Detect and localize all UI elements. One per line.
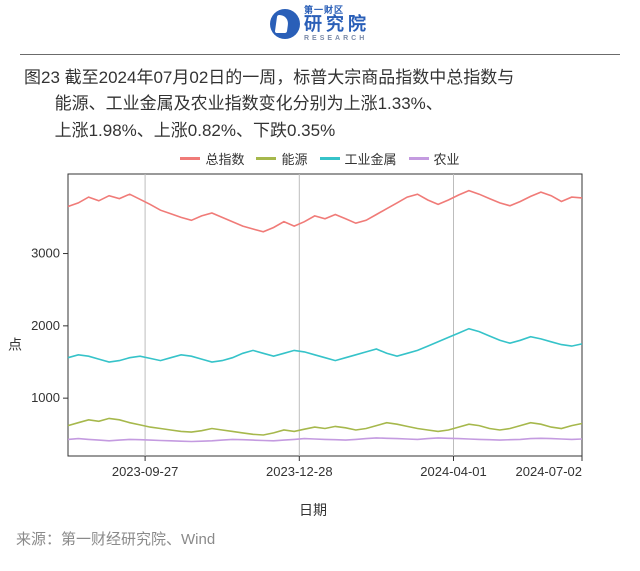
line-chart: 1000 2000 3000 2023-09-27 2023-12-28 2024-04-… [6, 168, 596, 498]
svg-text:1000: 1000 [31, 390, 60, 405]
svg-text:2024-04-01: 2024-04-01 [420, 464, 487, 479]
legend-label: 能源 [281, 149, 307, 168]
legend-swatch [256, 157, 276, 160]
legend-item: 总指数 [180, 149, 244, 168]
svg-text:2000: 2000 [31, 318, 60, 333]
legend-label: 总指数 [205, 149, 244, 168]
chart-container: 点 1000 2000 3000 2023-09-27 2023-12-28 2024-0… [6, 168, 620, 520]
logo-icon [270, 9, 300, 39]
legend-label: 农业 [434, 149, 460, 168]
legend-swatch [409, 157, 429, 160]
legend-swatch [320, 157, 340, 160]
title-line-1: 图23 截至2024年07月02日的一周，标普大宗商品指数中总指数与 [24, 65, 616, 91]
legend: 总指数 能源 工业金属 农业 [0, 146, 640, 168]
header: 第一财区 研究院 RESEARCH [0, 0, 640, 48]
title-line-2: 能源、工业金属及农业指数变化分别为上涨1.33%、 [24, 91, 616, 117]
x-axis-label: 日期 [6, 500, 620, 520]
svg-text:3000: 3000 [31, 246, 60, 261]
chart-title: 图23 截至2024年07月02日的一周，标普大宗商品指数中总指数与 能源、工业… [0, 55, 640, 146]
legend-item: 能源 [256, 149, 307, 168]
legend-item: 工业金属 [320, 149, 397, 168]
legend-swatch [180, 157, 200, 160]
logo-text-sub: RESEARCH [304, 35, 370, 42]
y-axis-label: 点 [5, 337, 25, 351]
legend-item: 农业 [409, 149, 460, 168]
svg-text:2024-07-02: 2024-07-02 [516, 464, 583, 479]
svg-text:2023-12-28: 2023-12-28 [266, 464, 333, 479]
title-line-3: 上涨1.98%、上涨0.82%、下跌0.35% [24, 118, 616, 144]
source-text: 来源：第一财经研究院、Wind [0, 520, 640, 549]
svg-text:2023-09-27: 2023-09-27 [112, 464, 179, 479]
legend-label: 工业金属 [345, 149, 397, 168]
brand-logo: 第一财区 研究院 RESEARCH [270, 6, 370, 42]
logo-text-big: 研究院 [304, 15, 370, 33]
